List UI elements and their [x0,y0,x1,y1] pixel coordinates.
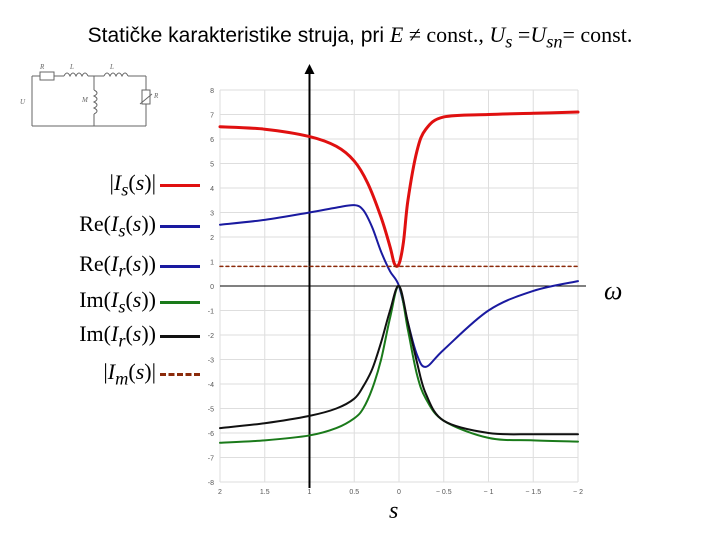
y-tick-label: -8 [208,480,214,487]
legend-item-im-ir: Im(Ir(s)) [60,321,200,351]
legend-swatch [160,225,200,228]
x-tick-label: − 1 [484,489,494,496]
legend-item-abs-im: |Im(s)| [60,359,200,389]
y-tick-label: -5 [208,407,214,414]
y-tick-label: 8 [210,88,214,95]
x-tick-label: − 1.5 [525,489,541,496]
x-tick-label: 0.5 [349,489,359,496]
legend-item-im-is: Im(Is(s)) [60,287,200,317]
legend-swatch [160,184,200,187]
y-tick-label: 6 [210,137,214,144]
legend-item-abs-is: |Is(s)| [60,170,200,200]
slip-axis-label: s [389,498,399,524]
y-tick-label: 5 [210,162,214,169]
y-tick-label: -3 [208,358,214,365]
y-tick-label: -7 [208,456,214,463]
circuit-label-ls: L [69,63,74,71]
x-tick-label: 1.5 [260,489,270,496]
x-tick-label: − 2 [573,489,583,496]
circuit-label-m: M [81,96,89,104]
legend-item-re-ir: Re(Ir(s)) [60,251,200,281]
y-tick-label: -4 [208,382,214,389]
circuit-label-us: U [20,98,26,106]
legend-swatch [160,265,200,268]
legend-label: |Is(s)| [109,170,157,200]
x-tick-label: 2 [218,489,222,496]
y-tick-label: -1 [208,309,214,316]
vertical-axis-arrow [304,64,315,74]
series-line-im-Ir [219,284,579,436]
legend-swatch [160,373,200,376]
legend-item-re-is: Re(Is(s)) [60,211,200,241]
legend-label: Re(Ir(s)) [79,251,156,281]
legend-swatch [160,335,200,338]
y-tick-label: 7 [210,113,214,120]
omega-axis-label: ω [604,276,623,305]
circuit-label-rs: R [39,63,45,71]
x-tick-label: − 0.5 [436,489,452,496]
slide-title: Statičke karakteristike struja, pri E ≠ … [87,22,633,52]
y-tick-label: 2 [210,235,214,242]
x-tick-label: 0 [397,489,401,496]
x-tick-label: 1 [308,489,312,496]
y-tick-label: -2 [208,333,214,340]
y-tick-label: 3 [210,211,214,218]
circuit-label-lr: L [109,63,114,71]
y-tick-label: -6 [208,431,214,438]
legend-label: Im(Is(s)) [79,287,156,317]
series-line-re-Is [219,204,579,368]
legend-label: Re(Is(s)) [79,211,156,241]
current-characteristics-chart: 8 7 6 5 4 3 2 1 0 -1 -2 -3 -4 -5 -6 -7 -8 2 1.5 1 0.5 0 − 0.5 −… [208,64,586,496]
legend-label: |Im(s)| [103,359,156,389]
legend-label: Im(Ir(s)) [79,321,156,351]
y-tick-label: 4 [210,186,214,193]
circuit-label-rr: R [153,92,159,100]
y-tick-label: 1 [210,260,214,267]
y-tick-label: 0 [210,284,214,291]
circuit-diagram: R L L U M R [20,63,159,127]
legend-swatch [160,301,200,304]
